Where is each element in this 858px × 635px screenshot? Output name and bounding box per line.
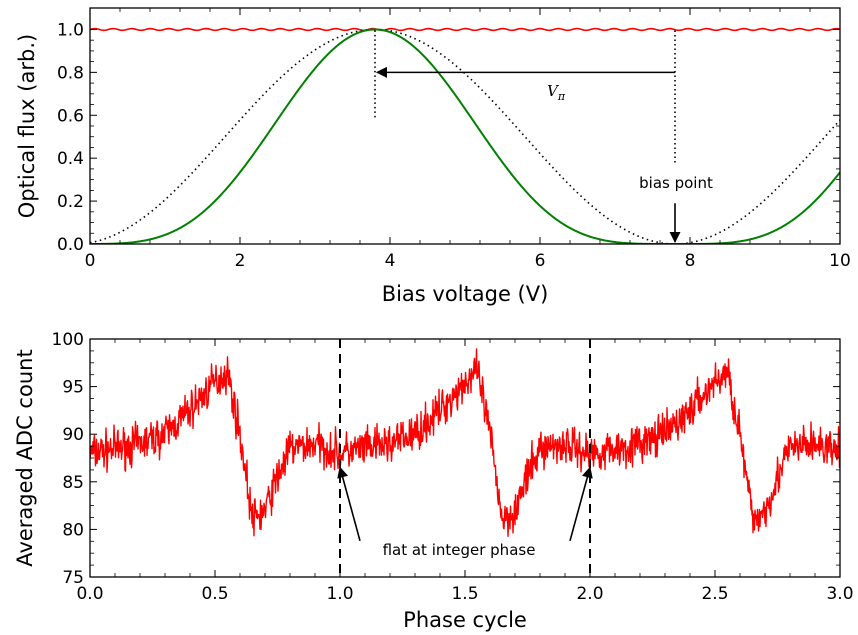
bottom-x-tick-label: 1.5	[451, 584, 478, 604]
bottom-chart: 0.0 0.5 1.0 1.5 2.0 2.5 3.0 75 80 85 90 95 100 Phase…	[13, 330, 854, 632]
top-x-tick-label: 0	[85, 251, 96, 271]
bottom-x-tick-label: 0.0	[76, 584, 103, 604]
top-x-tick-label: 10	[829, 251, 851, 271]
flat-phase-arrow	[569, 466, 593, 542]
top-y-tick-label: 0.2	[57, 192, 84, 212]
series-green-curve	[90, 28, 840, 244]
top-plot-frame	[89, 7, 841, 245]
top-y-tick-label: 0.0	[57, 235, 84, 255]
bottom-y-tick-label: 90	[62, 425, 84, 445]
bottom-x-tick-label: 0.5	[201, 584, 228, 604]
bottom-y-tick-label: 95	[62, 378, 84, 398]
bottom-x-tick-label: 2.5	[701, 584, 728, 604]
series-red-flat-line	[90, 27, 840, 32]
top-chart: 0 2 4 6 8 10 0.0 0.2 0.4 0.6 0.8 1.0 Bias voltage (…	[15, 7, 851, 306]
top-x-tick-label: 6	[535, 251, 546, 271]
bottom-y-axis-label: Averaged ADC count	[13, 349, 37, 566]
bottom-y-tick-label: 80	[62, 520, 84, 540]
top-y-tick-label: 0.4	[57, 149, 84, 169]
flat-integer-phase-label: flat at integer phase	[383, 541, 536, 559]
bottom-y-tick-label: 75	[62, 568, 84, 588]
bottom-x-tick-label: 3.0	[826, 584, 853, 604]
top-x-tick-label: 4	[385, 251, 396, 271]
series-adc-count	[90, 348, 840, 537]
bottom-x-axis-label: Phase cycle	[403, 608, 527, 632]
bottom-x-tick-label: 2.0	[576, 584, 603, 604]
top-x-tick-label: 2	[235, 251, 246, 271]
flat-phase-arrow	[337, 466, 361, 542]
bottom-y-tick-label: 100	[52, 330, 84, 350]
top-x-tick-label: 8	[685, 251, 696, 271]
top-y-tick-label: 0.8	[57, 63, 84, 83]
vpi-label: Vπ	[547, 82, 566, 103]
bottom-x-tick-label: 1.0	[326, 584, 353, 604]
top-x-axis-label: Bias voltage (V)	[382, 282, 549, 306]
top-y-axis-label: Optical flux (arb.)	[15, 34, 39, 218]
bias-point-label: bias point	[639, 174, 713, 192]
bottom-plot-frame	[89, 338, 841, 578]
top-y-tick-label: 0.6	[57, 106, 84, 126]
top-y-tick-label: 1.0	[57, 20, 84, 40]
series-dotted-transmission-curve	[90, 28, 840, 244]
bottom-y-tick-label: 85	[62, 473, 84, 493]
